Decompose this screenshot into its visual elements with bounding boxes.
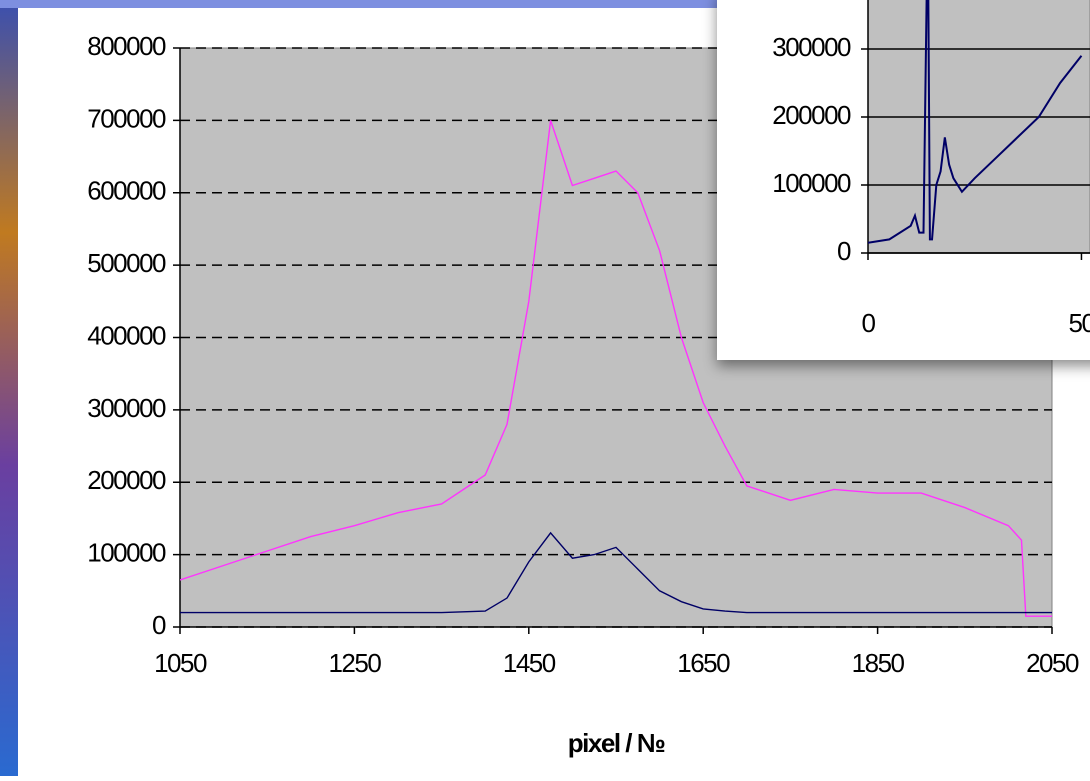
y-tick-label: 200000 xyxy=(772,100,851,130)
y-tick-label: 100000 xyxy=(87,538,166,568)
inset-chart: 0100000200000300000400000050 xyxy=(772,0,1090,338)
y-tick-label: 0 xyxy=(152,610,166,640)
data-line xyxy=(180,531,1052,614)
top-band xyxy=(0,0,1090,8)
y-tick-label: 800000 xyxy=(87,31,166,61)
x-tick-label: 1450 xyxy=(503,648,556,678)
y-tick-label: 500000 xyxy=(87,248,166,278)
x-tick-label: 2050 xyxy=(1026,648,1079,678)
x-axis-title: pixel / № xyxy=(568,728,665,758)
series-group xyxy=(180,120,1052,617)
x-tick-label: 1250 xyxy=(328,648,381,678)
x-tick-label: 0 xyxy=(862,308,876,338)
y-tick-label: 400000 xyxy=(87,320,166,350)
x-tick-label: 1050 xyxy=(154,648,207,678)
y-tick-label: 100000 xyxy=(772,168,851,198)
y-tick-label: 300000 xyxy=(87,393,166,423)
x-tick-label: 50 xyxy=(1069,308,1090,338)
series-group xyxy=(868,0,1083,244)
y-tick-label: 600000 xyxy=(87,176,166,206)
y-tick-label: 300000 xyxy=(772,32,851,62)
y-tick-label: 700000 xyxy=(87,103,166,133)
x-tick-label: 1850 xyxy=(852,648,905,678)
x-tick-label: 1650 xyxy=(677,648,730,678)
y-tick-label: 200000 xyxy=(87,465,166,495)
plot-area xyxy=(867,0,1090,254)
data-line xyxy=(868,0,1083,244)
y-tick-label: 0 xyxy=(837,236,851,266)
data-line xyxy=(180,120,1052,617)
